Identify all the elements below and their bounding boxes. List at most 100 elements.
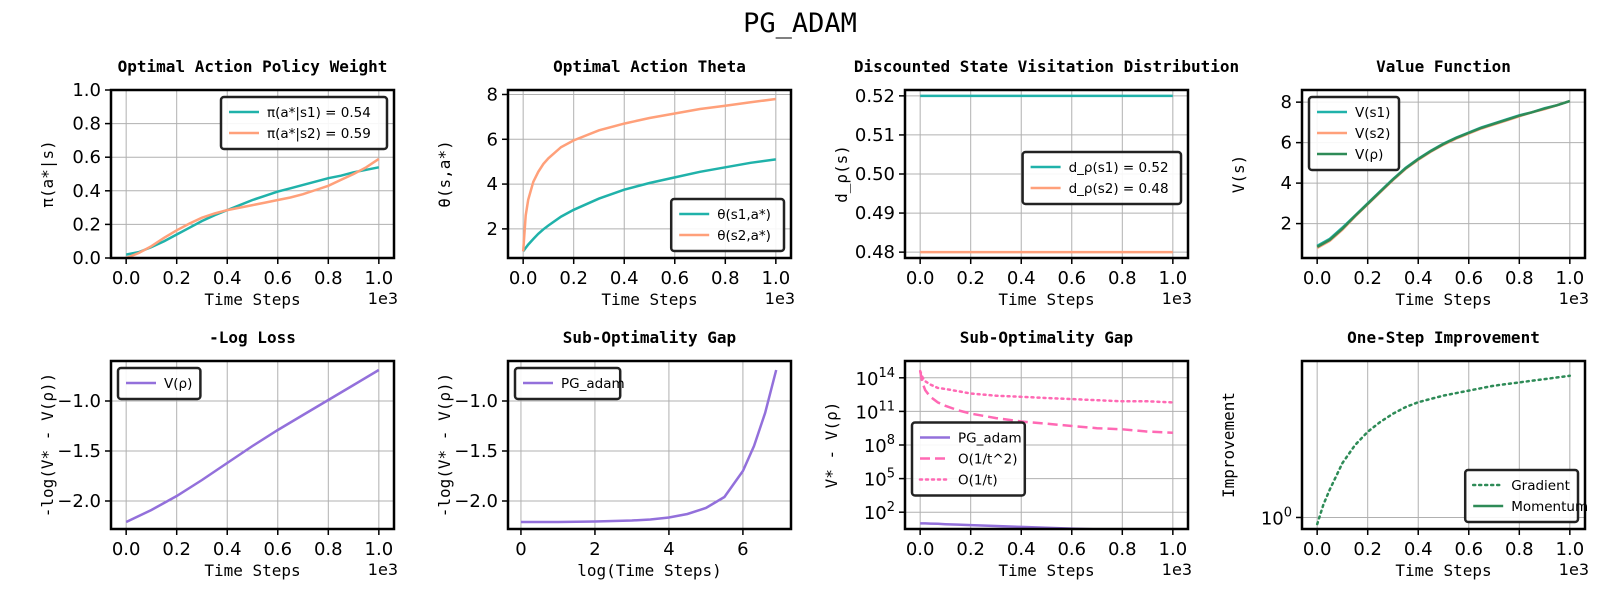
y-tick-label: 0.52	[855, 86, 895, 107]
legend: V(s1) V(s2) V(ρ)	[1307, 95, 1401, 172]
y-tick-label: −1.5	[454, 441, 498, 462]
y-tick-label: 108	[864, 433, 895, 457]
y-tick-label: 1011	[856, 399, 895, 423]
y-tick-label: 8	[1281, 92, 1292, 113]
legend-label: V(s1)	[1355, 105, 1390, 121]
legend-label: O(1/t)	[958, 473, 998, 489]
x-tick-label: 0.6	[263, 539, 292, 560]
chart-title: Sub-Optimality Gap	[960, 328, 1133, 347]
y-axis-label: V(s)	[1229, 155, 1248, 194]
x-tick-label: 0.4	[610, 268, 639, 289]
y-tick-label-base: 10	[864, 436, 887, 457]
x-tick-label: 0.4	[213, 268, 242, 289]
series-line-1	[125, 166, 380, 256]
legend-label: PG_adam	[561, 376, 625, 392]
chart-title: Value Function	[1376, 57, 1511, 76]
y-tick-label: 1.0	[72, 80, 101, 101]
y-tick-label-exponent: 8	[887, 433, 895, 448]
y-axis-label: π(a*|s)	[38, 140, 57, 207]
y-tick-label-base: 10	[864, 470, 887, 491]
x-axis-label: Time Steps	[998, 561, 1094, 580]
chart-5: 0.0 0.2 0.4 0.6 0.8 1.0 −2.0 −1.5 −1.0 -Log Loss T…	[38, 328, 398, 580]
legend: V(ρ)	[116, 366, 202, 401]
legend-label: d_ρ(s1) = 0.52	[1069, 160, 1169, 176]
y-tick-label-base: 10	[856, 369, 879, 390]
legend-label: θ(s1,a*)	[717, 207, 771, 223]
y-tick-label-base: 10	[864, 503, 887, 524]
x-tick-label: 1.0	[365, 268, 394, 289]
y-tick-label: −1.0	[454, 391, 498, 412]
chart-4: 0.0 0.2 0.4 0.6 0.8 1.0 2 4 6 8 Value Function Time…	[1229, 57, 1589, 309]
x-tick-label: 0.2	[1353, 268, 1382, 289]
x-tick-label: 1.0	[762, 268, 791, 289]
y-tick-label-exponent: 2	[887, 500, 895, 515]
y-tick-label-exponent: 0	[1284, 505, 1292, 520]
series-line-3	[1316, 99, 1571, 248]
x-tick-label: 0.8	[314, 539, 343, 560]
x-tick-label: 0	[515, 539, 526, 560]
x-offset-text: 1e3	[1162, 560, 1192, 579]
x-tick-label: 0.2	[162, 539, 191, 560]
chart-title: Optimal Action Policy Weight	[118, 57, 388, 76]
x-axis-label: Time Steps	[601, 290, 697, 309]
legend-frame	[513, 366, 622, 401]
y-tick-label: −2.0	[454, 491, 498, 512]
x-tick-label: 1.0	[1159, 539, 1188, 560]
x-tick-label: 0.8	[1108, 539, 1137, 560]
x-axis-label: Time Steps	[204, 290, 300, 309]
y-tick-label: 0.51	[855, 125, 895, 146]
legend-label: PG_adam	[958, 431, 1022, 447]
x-tick-label: 1.0	[1556, 539, 1585, 560]
x-tick-label: 1.0	[1159, 268, 1188, 289]
x-tick-label: 0.0	[112, 539, 141, 560]
legend-label: V(s2)	[1355, 126, 1390, 142]
y-tick-label: 4	[487, 174, 498, 195]
x-tick-label: 0.6	[1057, 268, 1086, 289]
y-tick-label: −2.0	[57, 491, 101, 512]
x-tick-label: 0.4	[1007, 539, 1036, 560]
x-tick-label: 0.6	[263, 268, 292, 289]
x-tick-label: 0.0	[509, 268, 538, 289]
x-tick-label: 0.0	[906, 268, 935, 289]
legend-frame	[669, 197, 786, 253]
legend-label: π(a*|s1) = 0.54	[267, 105, 371, 121]
y-tick-label: 6	[487, 129, 498, 150]
series-line-1	[522, 158, 776, 253]
x-tick-label: 0.2	[956, 268, 985, 289]
y-tick-label: 102	[864, 500, 895, 524]
y-tick-label-exponent: 14	[878, 366, 895, 381]
y-tick-label-exponent: 5	[887, 467, 895, 482]
chart-8: 0.0 0.2 0.4 0.6 0.8 1.0 100 One-Step Improvemen…	[1219, 328, 1589, 580]
y-axis-label: d_ρ(s)	[832, 145, 851, 203]
x-tick-label: 4	[663, 539, 674, 560]
legend: PG_adam	[513, 366, 625, 401]
y-tick-label: 6	[1281, 133, 1292, 154]
chart-title: Optimal Action Theta	[553, 57, 746, 76]
chart-title: Sub-Optimality Gap	[563, 328, 736, 347]
x-tick-label: 0.0	[1303, 539, 1332, 560]
series-line-1	[920, 522, 1124, 529]
y-tick-label: 100	[1261, 505, 1292, 529]
legend: θ(s1,a*) θ(s2,a*)	[669, 197, 786, 253]
x-offset-text: 1e3	[368, 560, 398, 579]
legend-label: Gradient	[1511, 478, 1570, 494]
y-tick-label: 0.2	[72, 214, 101, 235]
x-tick-label: 0.8	[314, 268, 343, 289]
chart-3: 0.0 0.2 0.4 0.6 0.8 1.0 0.48 0.49 0.50 0.51 0.52 Di…	[832, 57, 1239, 309]
chart-6: 0 2 4 6 −2.0 −1.5 −1.0 Sub-Optimality Gap log(Ti…	[435, 328, 793, 580]
y-tick-label: 0.0	[72, 248, 101, 269]
x-offset-text: 1e3	[1559, 289, 1589, 308]
legend-label: Momentum	[1511, 499, 1588, 515]
legend-label: θ(s2,a*)	[717, 228, 771, 244]
x-offset-text: 1e3	[765, 289, 795, 308]
y-axis-label: -log(V* - V(ρ))	[38, 373, 57, 518]
y-axis-label: Improvement	[1219, 392, 1238, 498]
y-tick-label: −1.0	[57, 391, 101, 412]
legend: d_ρ(s1) = 0.52 d_ρ(s2) = 0.48	[1021, 150, 1183, 206]
legend-frame	[1307, 95, 1401, 172]
y-tick-label: 0.4	[72, 181, 101, 202]
legend-frame	[1021, 150, 1183, 206]
legend-frame	[1463, 468, 1580, 524]
y-axis-label: V* - V(ρ)	[822, 402, 841, 489]
